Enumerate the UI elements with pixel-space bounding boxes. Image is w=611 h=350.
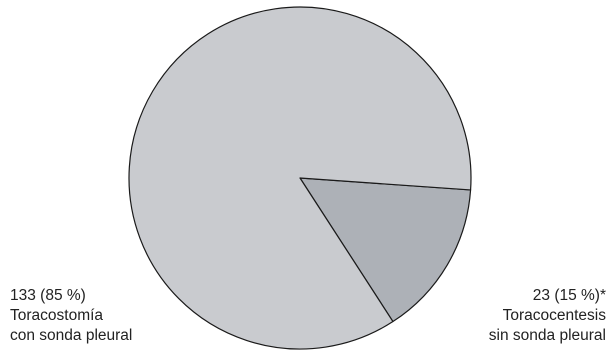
slice-label-toracostomia-line1: Toracostomía xyxy=(10,307,104,324)
pie-slice-toracocentesis xyxy=(299,177,472,323)
slice-label-toracocentesis-line1: Toracocentesis xyxy=(502,307,606,324)
pie-slices xyxy=(128,6,472,350)
slice-label-toracostomia-line2: con sonda pleural xyxy=(10,327,133,344)
slice-label-toracocentesis-line2: sin sonda pleural xyxy=(488,327,606,344)
pie-slice-toracostomia xyxy=(128,6,472,350)
slice-label-toracocentesis: 23 (15 %)* Toracocentesis sin sonda pleu… xyxy=(489,286,606,346)
slice-label-toracostomia-value: 133 (85 %) xyxy=(10,287,86,304)
slice-label-toracostomia: 133 (85 %) Toracostomía con sonda pleura… xyxy=(10,286,132,346)
slice-label-toracocentesis-value: 23 (15 %)* xyxy=(532,287,606,304)
